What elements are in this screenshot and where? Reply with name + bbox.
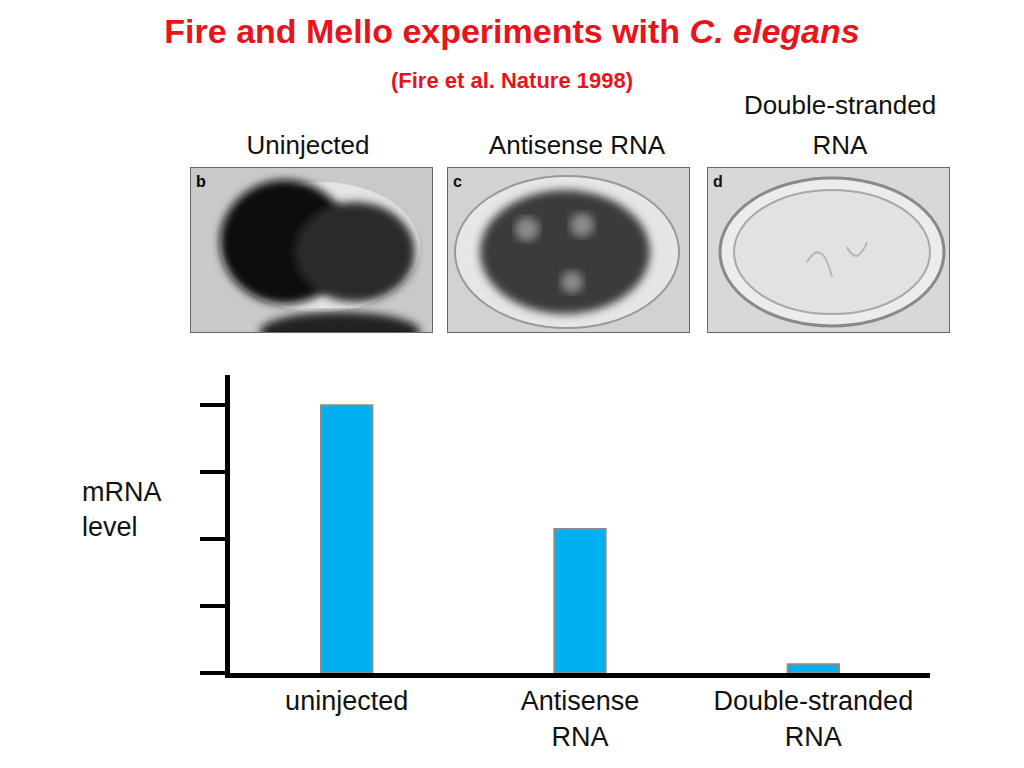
svg-text:mRNAlevel: mRNAlevel	[82, 477, 162, 542]
html-text:Antisense RNA: Antisense RNA	[488, 130, 666, 160]
svg-text:AntisenseRNA: AntisenseRNA	[521, 686, 640, 751]
html-text:(Fire et al. Nature 1998): (Fire et al. Nature 1998)	[390, 68, 633, 93]
svg-text:b: b	[196, 173, 206, 190]
svg-text:d: d	[713, 173, 723, 190]
html-text:Double-stranded RNA: Double-stranded RNA	[743, 90, 937, 160]
svg-text:Double-strandedRNA: Double-strandedRNA	[714, 686, 914, 751]
html-text:Fire and Mello experiments wit: Fire and Mello experiments with C. elega…	[164, 12, 860, 50]
svg-text:c: c	[453, 173, 462, 190]
html-text:Uninjected: Uninjected	[246, 130, 370, 160]
svg-text:uninjected: uninjected	[285, 686, 408, 716]
